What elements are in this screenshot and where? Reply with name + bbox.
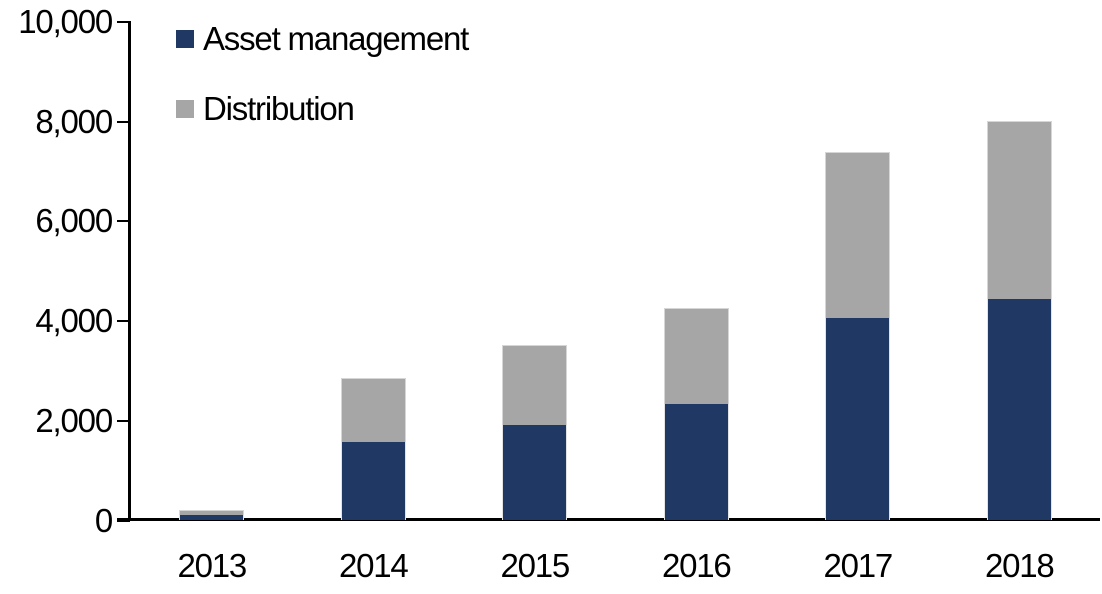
legend: Asset management Distribution [176,20,469,161]
x-axis-label-2018: 2018 [984,547,1055,584]
bar-2014 [340,377,406,520]
bar-segment-2014-asset-management [340,441,406,520]
legend-swatch-distribution-icon [176,100,194,118]
bar-2017 [825,151,891,520]
x-axis-label-2015: 2015 [500,547,570,584]
x-axis-label-2017: 2017 [823,547,893,584]
bar-2016 [663,307,729,520]
bar-segment-2014-distribution [340,377,406,442]
bar-segment-2013-distribution [179,509,245,515]
y-tick-0 [117,519,130,522]
bar-segment-2015-distribution [502,344,568,426]
legend-item-distribution: Distribution [176,91,468,127]
bar-2013 [179,509,245,520]
bar-segment-2016-distribution [663,307,729,405]
y-tick-4000 [117,320,130,323]
bar-segment-2018-distribution [986,121,1052,300]
y-tick-label-0: 0 [94,501,113,539]
bar-segment-2016-asset-management [663,404,729,520]
y-axis-line [128,21,131,521]
x-axis-label-2016: 2016 [661,547,732,584]
bar-2015 [502,344,568,520]
y-tick-6000 [117,220,130,223]
y-tick-8000 [117,120,130,123]
bar-segment-2017-asset-management [825,317,891,520]
bar-segment-2018-asset-management [986,299,1052,520]
bar-segment-2017-distribution [825,151,891,318]
y-tick-label-2000: 2,000 [35,401,113,439]
x-axis-line [117,518,1100,521]
y-tick-label-8000: 8,000 [35,102,113,140]
y-tick-10000 [117,21,130,23]
y-tick-label-6000: 6,000 [35,202,113,240]
bar-2018 [986,121,1052,520]
y-tick-label-4000: 4,000 [35,302,113,340]
y-tick-2000 [117,419,130,422]
x-axis-label-2014: 2014 [338,547,409,584]
legend-label-asset-management: Asset management [203,20,469,57]
bar-segment-2015-asset-management [502,425,568,520]
x-axis-label-2013: 2013 [177,547,247,584]
y-tick-label-10000: 10,000 [18,3,113,40]
legend-swatch-asset-management-icon [176,30,194,48]
legend-label-distribution: Distribution [203,90,355,127]
legend-item-asset-management: Asset management [176,20,469,57]
bar-segment-2013-asset-management [179,514,245,520]
